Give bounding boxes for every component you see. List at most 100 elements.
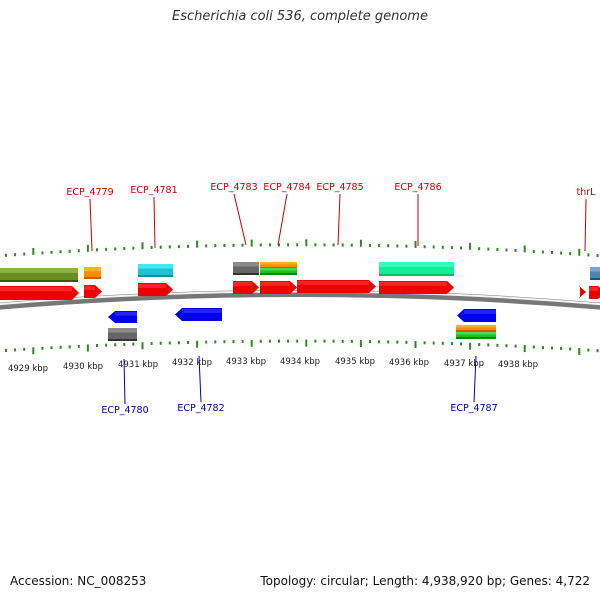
- scale-label: 4932 kbp: [172, 358, 212, 368]
- gene-forward-shine: [0, 287, 72, 292]
- gene-label-reverse: ECP_4787: [450, 403, 497, 414]
- feature-green-a: [260, 268, 297, 275]
- scale-label: 4937 kbp: [444, 359, 484, 369]
- leader-line-forward: [277, 193, 288, 246]
- feature-steel-body: [590, 267, 600, 280]
- feature-olive: [0, 268, 78, 282]
- scale-label: 4929 kbp: [8, 364, 48, 374]
- leader-line-forward: [337, 193, 341, 246]
- gene-reverse: [108, 311, 137, 323]
- feature-orange-c-shine: [456, 325, 496, 328]
- gene-label-forward: ECP_4779: [66, 187, 113, 198]
- gene-forward: [297, 280, 376, 293]
- scale-label: 4935 kbp: [335, 357, 375, 367]
- feature-cyan-shine: [138, 264, 173, 269]
- feature-gray-b-shadow: [108, 339, 137, 341]
- scale-labels: 4929 kbp 4930 kbp 4931 kbp 4932 kbp 4933 kbp…: [8, 357, 538, 374]
- feature-mint-shadow: [379, 274, 454, 276]
- feature-tracks: [0, 262, 600, 341]
- gene-forward-shine: [138, 284, 166, 288]
- genome-summary-text: Topology: circular; Length: 4,938,920 bp…: [260, 574, 590, 588]
- leader-line-forward: [584, 198, 587, 252]
- leader-line-forward: [233, 193, 247, 246]
- feature-green-a-shadow: [260, 273, 297, 275]
- feature-orange-c: [456, 325, 496, 332]
- gene-labels: ECP_4779 ECP_4781 ECP_4783 ECP_4784 ECP_4785…: [66, 182, 596, 416]
- scale-label: 4938 kbp: [498, 360, 538, 370]
- feature-orange-a-shine: [84, 267, 101, 272]
- gene-forward: [579, 286, 586, 298]
- gene-label-forward: thrL: [577, 187, 597, 198]
- tick-marks-outer: [5, 239, 599, 258]
- feature-steel-shine: [590, 267, 600, 272]
- feature-green-b-shadow: [456, 337, 496, 339]
- tick-marks-inner: [5, 339, 599, 356]
- feature-cyan: [138, 264, 173, 277]
- map-title: Escherichia coli 536, complete genome: [172, 9, 428, 24]
- gene-forward-shine: [233, 282, 252, 286]
- feature-green-a-shine: [260, 268, 297, 271]
- feature-mint-shine: [379, 262, 454, 267]
- leader-line-reverse: [473, 355, 477, 403]
- gene-label-forward: ECP_4785: [316, 182, 363, 193]
- feature-olive-shine: [0, 268, 78, 273]
- feature-green-b-body: [456, 332, 496, 339]
- feature-green-b: [456, 332, 496, 339]
- gene-forward: [84, 285, 102, 298]
- feature-gray-a-shadow: [233, 273, 259, 275]
- gene-reverse-shine: [182, 309, 222, 313]
- feature-steel: [590, 267, 600, 280]
- feature-gray-b-shine: [108, 328, 137, 333]
- feature-olive-shadow: [0, 280, 78, 282]
- gene-forward: [379, 281, 454, 294]
- gene-forward-shine: [589, 287, 598, 291]
- gene-label-forward: ECP_4784: [263, 182, 310, 193]
- scale-label: 4933 kbp: [226, 357, 266, 367]
- scale-label: 4930 kbp: [63, 362, 103, 372]
- gene-forward: [260, 281, 297, 294]
- feature-orange-a: [84, 267, 101, 279]
- feature-gray-a: [233, 262, 259, 275]
- feature-orange-c-body: [456, 325, 496, 332]
- feature-cyan-shadow: [138, 275, 173, 277]
- feature-green-b-shine: [456, 332, 496, 335]
- leader-line-forward: [89, 198, 93, 252]
- feature-orange-b-body: [260, 262, 297, 269]
- genome-backbone: [0, 290, 600, 310]
- gene-forward: [0, 286, 79, 300]
- feature-gray-a-shine: [233, 262, 259, 267]
- gene-label-reverse: ECP_4782: [177, 403, 224, 414]
- scale-label: 4936 kbp: [389, 358, 429, 368]
- gene-forward-shine: [260, 282, 290, 286]
- leader-line-forward: [153, 196, 156, 249]
- feature-orange-a-shadow: [84, 277, 101, 279]
- gene-forward: [589, 286, 600, 299]
- scale-label: 4931 kbp: [118, 360, 158, 370]
- gene-forward: [233, 281, 259, 294]
- scale-label: 4934 kbp: [280, 357, 320, 367]
- feature-gray-b: [108, 328, 137, 341]
- gene-forward-shine: [297, 281, 369, 285]
- feature-orange-b-shine: [260, 262, 297, 265]
- gene-reverse: [457, 309, 496, 322]
- gene-forward-body: [579, 286, 586, 298]
- gene-reverse-shine: [115, 312, 137, 316]
- leader-line-reverse: [198, 355, 202, 403]
- feature-green-a-body: [260, 268, 297, 275]
- feature-orange-c-shadow: [456, 330, 496, 332]
- gene-reverse: [175, 308, 222, 321]
- gene-label-forward: ECP_4786: [394, 182, 441, 193]
- gene-reverse-shine: [464, 310, 496, 314]
- gene-label-reverse: ECP_4780: [101, 405, 148, 416]
- feature-mint: [379, 262, 454, 276]
- feature-steel-shadow: [590, 278, 600, 280]
- gene-forward-shine: [379, 282, 447, 286]
- accession-text: Accession: NC_008253: [10, 574, 147, 588]
- leader-line-reverse: [123, 358, 126, 405]
- gene-label-forward: ECP_4781: [130, 185, 177, 196]
- gene-forward-shine: [84, 286, 95, 290]
- feature-orange-b: [260, 262, 297, 269]
- gene-label-forward: ECP_4783: [210, 182, 257, 193]
- gene-forward: [138, 283, 173, 296]
